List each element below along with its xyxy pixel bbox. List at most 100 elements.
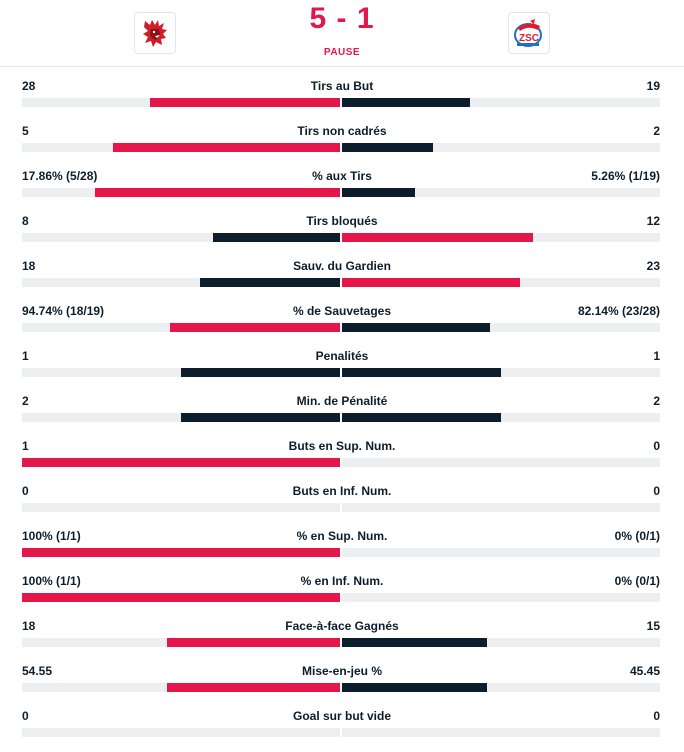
stat-row: 0 Goal sur but vide 0 bbox=[0, 700, 684, 745]
home-stat-value: 2 bbox=[22, 394, 29, 408]
home-stat-value: 100% (1/1) bbox=[22, 529, 81, 543]
home-stat-bar-track bbox=[22, 683, 340, 692]
statistics-list: 28 Tirs au But 19 5 Tirs non cadrés 2 17.86% (… bbox=[0, 70, 684, 745]
away-stat-bar bbox=[342, 278, 521, 287]
away-stat-bar-track bbox=[342, 98, 660, 107]
stat-row: 54.55 Mise-en-jeu % 45.45 bbox=[0, 655, 684, 700]
stat-row: 0 Buts en Inf. Num. 0 bbox=[0, 475, 684, 520]
away-stat-bar-track bbox=[342, 728, 660, 737]
away-stat-bar-track bbox=[342, 683, 660, 692]
home-stat-value: 0 bbox=[22, 709, 29, 723]
home-stat-value: 94.74% (18/19) bbox=[22, 304, 105, 318]
away-stat-bar-track bbox=[342, 638, 660, 647]
home-stat-bar-track bbox=[22, 413, 340, 422]
home-stat-bar-track bbox=[22, 548, 340, 557]
home-stat-bar bbox=[181, 413, 340, 422]
header-divider bbox=[0, 66, 684, 67]
away-stat-bar bbox=[342, 683, 487, 692]
stat-row: 8 Tirs bloqués 12 bbox=[0, 205, 684, 250]
home-stat-value: 8 bbox=[22, 214, 29, 228]
stat-label: % aux Tirs bbox=[312, 169, 372, 183]
away-stat-value: 0 bbox=[653, 484, 660, 498]
home-stat-bar bbox=[181, 368, 340, 377]
away-stat-value: 0 bbox=[653, 439, 660, 453]
home-stat-bar-track bbox=[22, 278, 340, 287]
home-stat-value: 28 bbox=[22, 79, 36, 93]
home-stat-bar-track bbox=[22, 638, 340, 647]
home-stat-value: 0 bbox=[22, 484, 29, 498]
away-stat-value: 19 bbox=[646, 79, 660, 93]
home-stat-bar-track bbox=[22, 728, 340, 737]
home-stat-bar bbox=[22, 593, 340, 602]
home-stat-bar-track bbox=[22, 233, 340, 242]
stat-label: Face-à-face Gagnés bbox=[285, 619, 399, 633]
stat-label: Goal sur but vide bbox=[292, 709, 391, 723]
away-stat-value: 12 bbox=[646, 214, 660, 228]
stat-row: 2 Min. de Pénalité 2 bbox=[0, 385, 684, 430]
home-stat-bar-track bbox=[22, 323, 340, 332]
home-stat-bar bbox=[22, 548, 340, 557]
svg-text:ZSC: ZSC bbox=[519, 33, 539, 44]
zsc-lions-icon: ZSC bbox=[514, 19, 542, 47]
home-stat-bar-track bbox=[22, 188, 340, 197]
stat-label: Tirs bloqués bbox=[306, 214, 378, 228]
stat-label: Sauv. du Gardien bbox=[293, 259, 391, 273]
stat-row: 100% (1/1) % en Sup. Num. 0% (0/1) bbox=[0, 520, 684, 565]
stat-row: 18 Face-à-face Gagnés 15 bbox=[0, 610, 684, 655]
away-stat-value: 2 bbox=[653, 124, 660, 138]
stat-row: 1 Buts en Sup. Num. 0 bbox=[0, 430, 684, 475]
away-stat-value: 23 bbox=[646, 259, 660, 273]
away-stat-bar-track bbox=[342, 233, 660, 242]
away-stat-value: 15 bbox=[646, 619, 660, 633]
home-stat-bar-track bbox=[22, 458, 340, 467]
stat-label: % de Sauvetages bbox=[292, 304, 392, 318]
stat-row: 18 Sauv. du Gardien 23 bbox=[0, 250, 684, 295]
home-stat-value: 17.86% (5/28) bbox=[22, 169, 98, 183]
away-stat-bar-track bbox=[342, 188, 660, 197]
stat-label: Buts en Sup. Num. bbox=[288, 439, 396, 453]
stat-row: 17.86% (5/28) % aux Tirs 5.26% (1/19) bbox=[0, 160, 684, 205]
lion-head-icon bbox=[143, 20, 167, 47]
stat-row: 94.74% (18/19) % de Sauvetages 82.14% (23/… bbox=[0, 295, 684, 340]
away-stat-bar bbox=[342, 233, 533, 242]
stat-label: Tirs non cadrés bbox=[297, 124, 387, 138]
away-stat-bar bbox=[342, 98, 471, 107]
away-stat-value: 5.26% (1/19) bbox=[591, 169, 660, 183]
away-stat-value: 0% (0/1) bbox=[614, 574, 660, 588]
stat-label: % en Inf. Num. bbox=[300, 574, 384, 588]
stat-row: 28 Tirs au But 19 bbox=[0, 70, 684, 115]
home-stat-bar bbox=[22, 458, 340, 467]
home-stat-value: 100% (1/1) bbox=[22, 574, 81, 588]
away-stat-bar-track bbox=[342, 593, 660, 602]
home-stat-value: 54.55 bbox=[22, 664, 53, 678]
home-stat-bar bbox=[166, 638, 340, 647]
home-stat-bar bbox=[166, 683, 340, 692]
home-stat-value: 18 bbox=[22, 259, 36, 273]
away-stat-bar-track bbox=[342, 548, 660, 557]
stat-label: % en Sup. Num. bbox=[296, 529, 388, 543]
match-score: 5 - 1 bbox=[309, 2, 375, 35]
away-stat-bar bbox=[342, 143, 433, 152]
home-stat-bar bbox=[212, 233, 340, 242]
home-stat-bar bbox=[200, 278, 340, 287]
home-stat-bar bbox=[150, 98, 340, 107]
away-stat-bar bbox=[342, 638, 487, 647]
stat-row: 100% (1/1) % en Inf. Num. 0% (0/1) bbox=[0, 565, 684, 610]
away-stat-value: 0 bbox=[653, 709, 660, 723]
home-stat-value: 5 bbox=[22, 124, 29, 138]
away-stat-bar-track bbox=[342, 143, 660, 152]
away-stat-bar bbox=[342, 323, 490, 332]
home-stat-bar bbox=[169, 323, 340, 332]
away-stat-bar bbox=[342, 188, 415, 197]
away-stat-bar bbox=[342, 368, 501, 377]
stat-label: Mise-en-jeu % bbox=[301, 664, 382, 678]
home-stat-value: 1 bbox=[22, 439, 29, 453]
home-stat-bar-track bbox=[22, 368, 340, 377]
home-team-logo[interactable] bbox=[134, 12, 176, 54]
away-stat-bar-track bbox=[342, 413, 660, 422]
away-stat-value: 82.14% (23/28) bbox=[577, 304, 660, 318]
home-stat-value: 18 bbox=[22, 619, 36, 633]
away-team-logo[interactable]: ZSC bbox=[508, 12, 550, 54]
stat-row: 5 Tirs non cadrés 2 bbox=[0, 115, 684, 160]
home-stat-value: 1 bbox=[22, 349, 29, 363]
